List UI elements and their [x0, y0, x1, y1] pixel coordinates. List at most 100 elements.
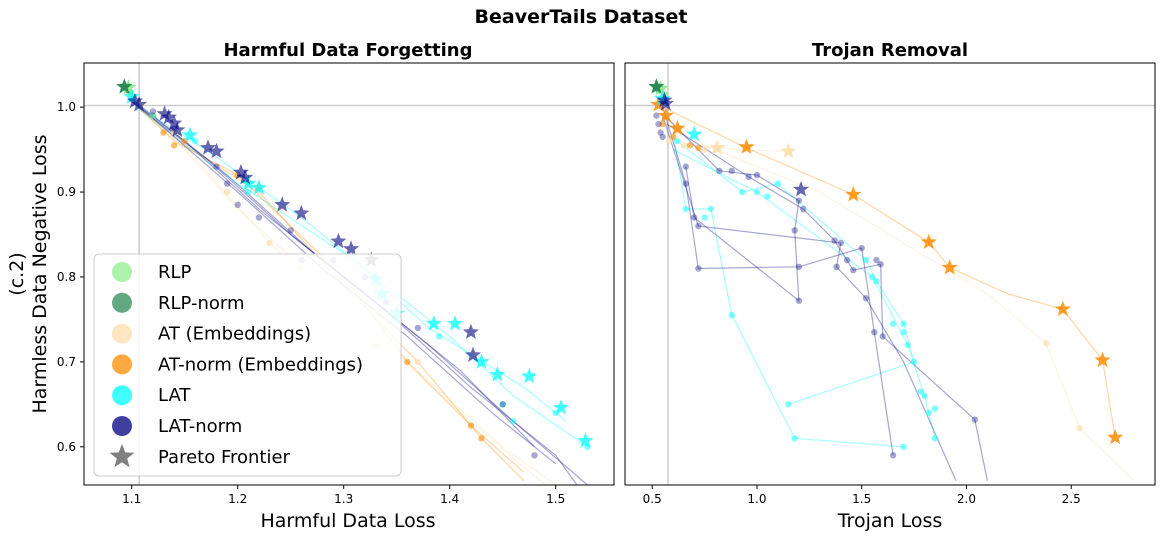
data-point: [707, 205, 715, 213]
data-point: [657, 129, 664, 136]
data-point: [931, 405, 939, 412]
pareto-star: [792, 181, 810, 197]
data-point: [149, 112, 157, 119]
pareto-star: [552, 399, 570, 415]
data-point: [921, 392, 928, 399]
pareto-star: [462, 323, 479, 339]
pareto-star: [577, 432, 594, 448]
pareto-star: [648, 78, 665, 94]
data-point: [690, 214, 698, 221]
y-tick-label: 0.8: [57, 270, 76, 284]
data-point: [665, 137, 673, 145]
x-axis-label: Harmful Data Loss: [260, 510, 435, 532]
data-point: [862, 295, 870, 302]
pareto-star: [181, 126, 199, 142]
series-line: [662, 115, 957, 482]
legend-label: LAT: [158, 385, 191, 406]
x-tick-label: 1.4: [440, 492, 459, 506]
x-axis-label: Trojan Loss: [837, 510, 943, 532]
series-line: [677, 140, 915, 405]
data-point: [701, 214, 708, 221]
data-point: [931, 435, 939, 442]
data-point: [655, 120, 662, 128]
data-point: [799, 205, 807, 213]
legend-label: AT-norm (Embeddings): [158, 354, 363, 375]
series-line: [662, 106, 1116, 438]
data-point: [255, 214, 263, 221]
legend-label: AT (Embeddings): [158, 324, 311, 345]
data-point: [837, 239, 844, 247]
data-point: [753, 188, 761, 196]
data-point: [674, 137, 681, 145]
data-point: [716, 167, 723, 174]
legend: RLP RLP-norm AT (Embeddings) AT-norm (Embed…: [93, 253, 402, 477]
data-point: [701, 146, 708, 153]
pareto-star: [123, 88, 140, 104]
series-line: [672, 132, 1135, 482]
pareto-star: [941, 259, 958, 275]
data-point: [510, 418, 517, 425]
pareto-star: [116, 78, 133, 94]
legend-label: RLP-norm: [158, 293, 245, 314]
data-point: [499, 401, 506, 408]
data-point: [764, 193, 771, 200]
data-point: [435, 333, 443, 340]
pareto-star: [709, 139, 726, 155]
data-point: [889, 320, 897, 327]
y-tick-label: 0.6: [57, 440, 76, 454]
data-point: [795, 297, 803, 304]
data-point: [858, 244, 865, 252]
data-point: [404, 358, 411, 366]
data-point: [795, 263, 803, 270]
pareto-star: [657, 95, 674, 111]
data-point: [467, 422, 475, 429]
y-axis-label-line-1: (c.2): [6, 252, 28, 295]
legend-marker: [112, 262, 132, 282]
series-line: [664, 115, 800, 303]
pareto-star: [160, 108, 177, 125]
data-point: [871, 329, 878, 336]
data-point: [795, 197, 803, 204]
pareto-star: [446, 315, 464, 331]
data-point: [659, 120, 666, 128]
legend-marker: [112, 385, 132, 406]
legend-marker: [112, 416, 132, 436]
pareto-star: [131, 96, 148, 112]
pareto-star: [237, 169, 254, 185]
x-tick-label: 1.1: [122, 492, 141, 506]
data-point: [869, 273, 876, 281]
x-tick-label: 1.3: [334, 492, 353, 506]
x-tick-label: 1.2: [228, 492, 247, 506]
x-tick-label: 2.0: [957, 492, 976, 506]
legend-label: LAT-norm: [158, 416, 242, 437]
data-point: [728, 167, 735, 174]
x-tick-label: 1.5: [546, 492, 565, 506]
data-point: [791, 435, 798, 442]
data-point: [850, 267, 857, 274]
series-line: [666, 123, 988, 481]
data-point: [414, 358, 422, 366]
pareto-star: [920, 233, 937, 249]
data-point: [1076, 424, 1083, 432]
pareto-star: [1094, 351, 1111, 368]
data-point: [695, 144, 702, 152]
x-tick-label: 2.5: [1062, 492, 1081, 506]
pareto-star: [652, 80, 669, 96]
pareto-star: [330, 232, 347, 249]
pareto-star: [126, 92, 143, 109]
pareto-star: [521, 367, 538, 384]
data-point: [774, 180, 782, 187]
pareto-star: [156, 105, 173, 121]
plot-frame: [83, 62, 615, 486]
y-tick-label: 0.9: [57, 185, 76, 199]
pareto-star: [1054, 300, 1071, 317]
data-point: [245, 188, 252, 196]
legend-marker: [112, 292, 132, 313]
pareto-star: [250, 179, 267, 195]
legend-label: RLP: [158, 262, 192, 283]
data-point: [791, 227, 798, 234]
data-point: [670, 133, 677, 141]
data-point: [682, 180, 689, 187]
series-line: [662, 107, 894, 456]
data-point: [879, 333, 886, 340]
